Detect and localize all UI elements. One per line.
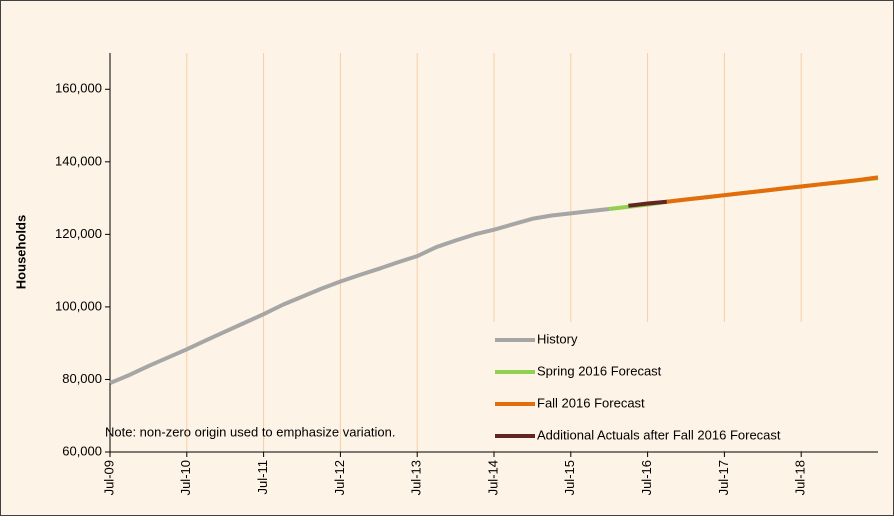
annotation: Note: non-zero origin used to emphasize … (105, 424, 396, 439)
y-axis-title: Households (13, 215, 28, 289)
series-line (666, 175, 879, 204)
x-tick-label: Jul-18 (793, 460, 808, 495)
y-tick-label: 120,000 (55, 226, 102, 241)
y-tick-label: 140,000 (55, 153, 102, 168)
x-tick-label: Jul-11 (255, 460, 270, 494)
x-tick-label: Jul-10 (178, 460, 193, 495)
legend-label: Spring 2016 Forecast (537, 363, 662, 378)
x-tick-label: Jul-17 (716, 460, 731, 495)
y-tick-label: 160,000 (55, 81, 102, 96)
series-line (628, 199, 667, 208)
legend-label: History (537, 331, 578, 346)
x-tick-label: Jul-14 (485, 460, 500, 495)
x-tick-label: Jul-15 (562, 460, 577, 495)
y-tick-label: 60,000 (62, 443, 102, 458)
y-tick-label: 100,000 (55, 298, 102, 313)
legend-box (490, 322, 878, 450)
x-tick-label: Jul-16 (639, 460, 654, 495)
x-tick-label: Jul-13 (409, 460, 424, 495)
legend-label: Additional Actuals after Fall 2016 Forec… (537, 427, 781, 442)
x-tick-label: Jul-12 (332, 460, 347, 495)
x-tick-label: Jul-09 (101, 460, 116, 495)
y-tick-label: 80,000 (62, 371, 102, 386)
legend-label: Fall 2016 Forecast (537, 395, 645, 410)
series-line (109, 206, 610, 385)
